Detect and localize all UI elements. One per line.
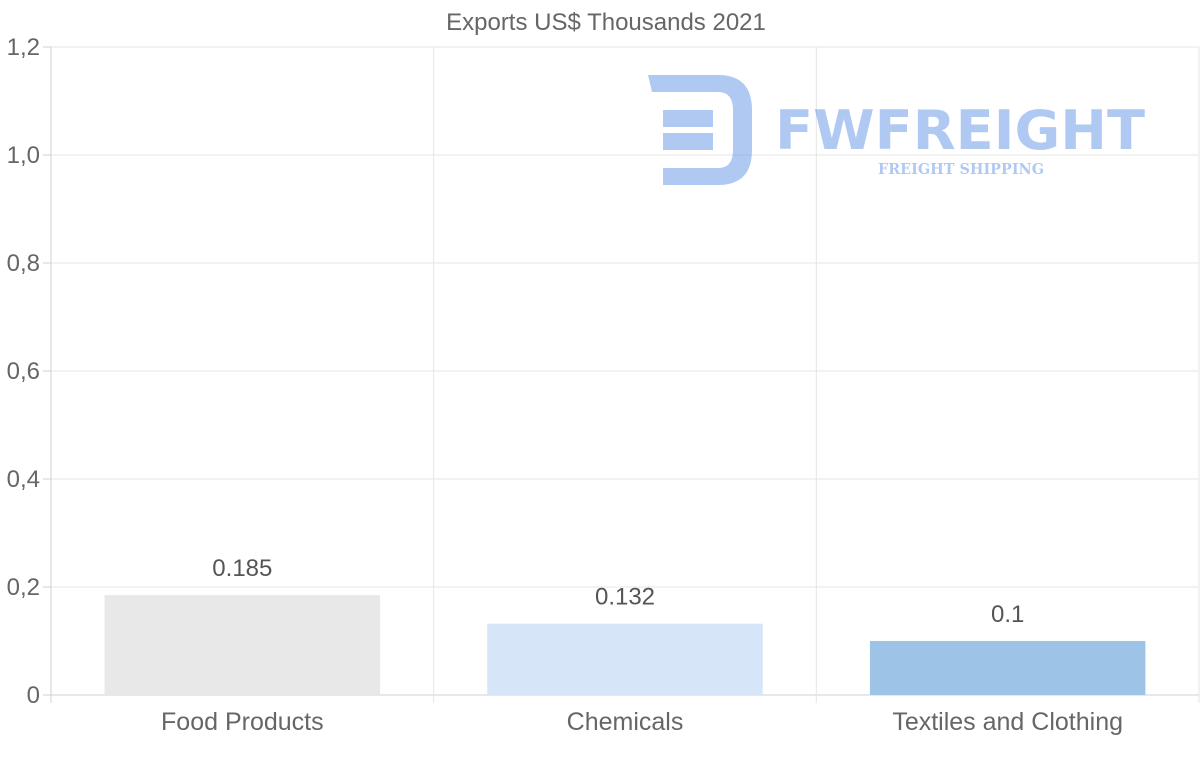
- y-tick-label: 0,4: [7, 466, 40, 493]
- bar-food-products[interactable]: [104, 595, 381, 695]
- y-tick-label: 1,2: [7, 34, 40, 61]
- bar-textiles-and-clothing[interactable]: [869, 641, 1146, 695]
- bar-chemicals[interactable]: [487, 623, 763, 695]
- data-label: 0.1: [991, 601, 1024, 628]
- chart-title: Exports US$ Thousands 2021: [446, 9, 766, 36]
- data-labels-layer: 0.185 0.132 0.1: [212, 555, 1024, 628]
- x-tick-label: Textiles and Clothing: [892, 708, 1123, 736]
- data-label: 0.132: [595, 584, 655, 611]
- y-axis-tick-labels: 0 0,2 0,4 0,6 0,8 1,0 1,2: [7, 34, 40, 709]
- data-label: 0.185: [212, 555, 272, 582]
- y-tick-label: 0,6: [7, 358, 40, 385]
- x-tick-label: Chemicals: [567, 708, 684, 736]
- y-tick-label: 1,0: [7, 142, 40, 169]
- y-tick-label: 0,8: [7, 250, 40, 277]
- x-axis-tick-labels: Food Products Chemicals Textiles and Cloth…: [161, 708, 1123, 736]
- watermark-tagline: FREIGHT SHIPPING: [878, 160, 1044, 178]
- grid-layer: [43, 46, 1200, 703]
- watermark-brand: FWFREIGHT: [775, 99, 1145, 162]
- watermark-logo: FWFREIGHT FREIGHT SHIPPING: [648, 75, 1145, 185]
- y-tick-label: 0,2: [7, 574, 40, 601]
- bars-layer: [104, 595, 1146, 695]
- y-tick-label: 0: [27, 682, 40, 709]
- logo-mark-icon: [648, 75, 752, 185]
- x-tick-label: Food Products: [161, 708, 324, 736]
